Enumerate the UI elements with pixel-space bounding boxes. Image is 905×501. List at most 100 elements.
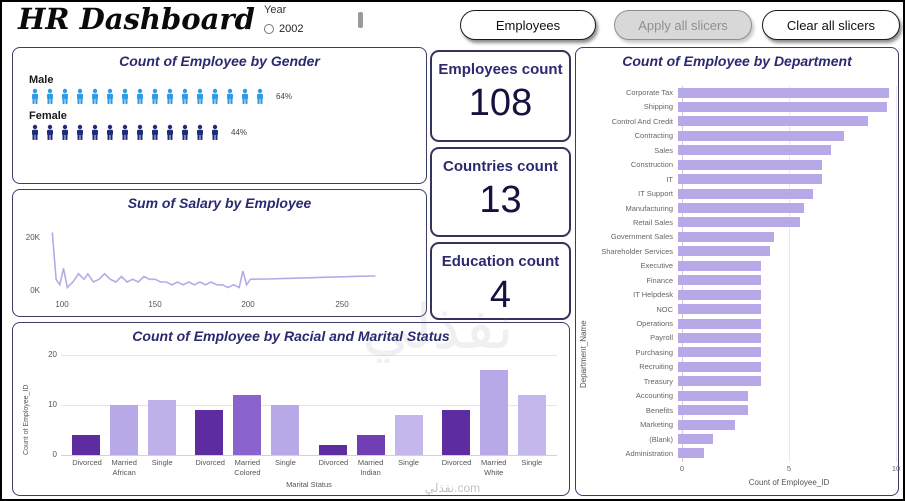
marital-status-labels: Divorced Married Single — [442, 458, 546, 467]
department-name-label: Benefits — [645, 405, 673, 415]
racial-y-tick: 20 — [48, 350, 57, 359]
racial-marital-bar[interactable] — [271, 405, 300, 455]
department-bar[interactable] — [678, 116, 868, 127]
department-row: Shareholder Services — [580, 245, 896, 258]
employees-button[interactable]: Employees — [460, 10, 596, 40]
marital-status-label: Divorced — [318, 458, 349, 467]
person-icon — [32, 88, 38, 104]
year-option-label: 2002 — [279, 23, 304, 35]
department-bar[interactable] — [678, 174, 822, 185]
department-bar[interactable] — [678, 246, 770, 257]
racial-marital-bar[interactable] — [318, 445, 347, 455]
salary-x-tick: 250 — [335, 300, 349, 309]
department-row: Construction — [580, 158, 896, 171]
department-bar[interactable] — [678, 260, 761, 271]
gridline — [896, 86, 897, 462]
racial-marital-bar[interactable] — [233, 395, 262, 455]
department-bar[interactable] — [678, 289, 761, 300]
radio-icon[interactable] — [264, 24, 274, 34]
racial-marital-chart-title: Count of Employee by Racial and Marital … — [132, 328, 450, 344]
department-bar[interactable] — [678, 130, 844, 141]
department-bar-track — [678, 405, 896, 416]
department-bar[interactable] — [678, 275, 761, 286]
salary-chart-title: Sum of Salary by Employee — [127, 195, 312, 211]
racial-marital-bar[interactable] — [517, 395, 546, 455]
racial-y-axis-label: Count of Employee_ID — [23, 384, 30, 455]
department-bar-track — [678, 217, 896, 228]
racial-marital-bar[interactable] — [72, 435, 101, 455]
department-bar[interactable] — [678, 87, 890, 98]
marital-status-labels: Divorced Married Single — [319, 458, 423, 467]
department-bar[interactable] — [678, 217, 801, 228]
department-bar-track — [678, 434, 896, 444]
department-bar[interactable] — [678, 203, 805, 213]
person-icon — [47, 88, 53, 104]
department-y-axis-label: Department_Name — [579, 320, 588, 388]
racial-marital-bar[interactable] — [441, 410, 470, 455]
department-bar-track — [678, 87, 896, 98]
person-icon — [62, 88, 68, 104]
department-row: (Blank) — [580, 433, 896, 446]
department-row: Retail Sales — [580, 216, 896, 229]
department-bar-track — [678, 188, 896, 199]
employees-count-title: Employees count — [438, 61, 563, 78]
marital-status-label: Married — [234, 458, 261, 467]
racial-marital-bar[interactable] — [195, 410, 224, 455]
marital-status-label: Divorced — [72, 458, 102, 467]
department-x-tick: 5 — [786, 464, 792, 473]
racial-marital-bar[interactable] — [356, 435, 385, 455]
person-icon — [167, 88, 173, 104]
gender-category-label: Female — [29, 110, 67, 122]
department-name-label: Administration — [625, 448, 673, 458]
person-icon — [212, 124, 218, 140]
year-option-2002[interactable]: 2002 — [264, 23, 303, 35]
department-bar[interactable] — [678, 448, 705, 459]
racial-marital-bar[interactable] — [110, 405, 139, 455]
salary-y-tick: 0K — [30, 286, 40, 295]
department-bar[interactable] — [678, 231, 774, 242]
department-bar-track — [678, 318, 896, 329]
slicer-scrollbar[interactable] — [358, 12, 363, 28]
person-icon — [227, 88, 233, 104]
department-bar[interactable] — [678, 361, 761, 372]
racial-marital-bar[interactable] — [394, 415, 423, 455]
clear-all-slicers-button[interactable]: Clear all slicers — [762, 10, 900, 40]
department-bar[interactable] — [678, 159, 822, 170]
gender-row: Male 64% — [13, 74, 426, 105]
department-bar[interactable] — [678, 145, 831, 156]
department-bar[interactable] — [678, 304, 761, 315]
department-bar[interactable] — [678, 101, 888, 112]
racial-marital-bar[interactable] — [479, 370, 508, 455]
racial-x-axis-label: Marital Status — [286, 480, 332, 489]
department-bar[interactable] — [678, 376, 761, 387]
department-row: Executive — [580, 259, 896, 272]
marital-status-label: Married — [481, 458, 507, 467]
gender-chart-panel: Count of Employee by Gender Male 64% Fem… — [12, 47, 427, 184]
department-bar[interactable] — [678, 188, 814, 199]
department-bar-rows: Corporate Tax Shipping Control And Credi… — [580, 86, 896, 460]
racial-marital-bar[interactable] — [148, 400, 177, 455]
department-bar[interactable] — [678, 332, 761, 343]
department-row: Payroll — [580, 331, 896, 344]
department-bar[interactable] — [678, 390, 748, 401]
marital-status-label: Married — [111, 458, 137, 467]
apply-all-slicers-button[interactable]: Apply all slicers — [614, 10, 752, 40]
department-row: NOC — [580, 303, 896, 316]
department-bar[interactable] — [678, 405, 748, 416]
gender-icon-bar[interactable]: 64% — [29, 88, 410, 105]
department-bar[interactable] — [678, 434, 713, 444]
marital-status-label: Divorced — [195, 458, 225, 467]
gender-icon-bar[interactable]: 44% — [29, 124, 410, 141]
department-row: Administration — [580, 447, 896, 460]
department-bar[interactable] — [678, 419, 735, 430]
person-icon — [77, 88, 83, 104]
department-row: Corporate Tax — [580, 86, 896, 99]
marital-status-label: Single — [151, 458, 173, 467]
racial-group-label: African — [112, 468, 136, 477]
person-icon — [77, 124, 83, 140]
education-count-value: 4 — [489, 274, 512, 316]
department-bar-track — [678, 347, 896, 358]
racial-group: Divorced Married Single African — [64, 355, 184, 477]
department-bar[interactable] — [678, 347, 761, 358]
department-bar[interactable] — [678, 318, 761, 329]
